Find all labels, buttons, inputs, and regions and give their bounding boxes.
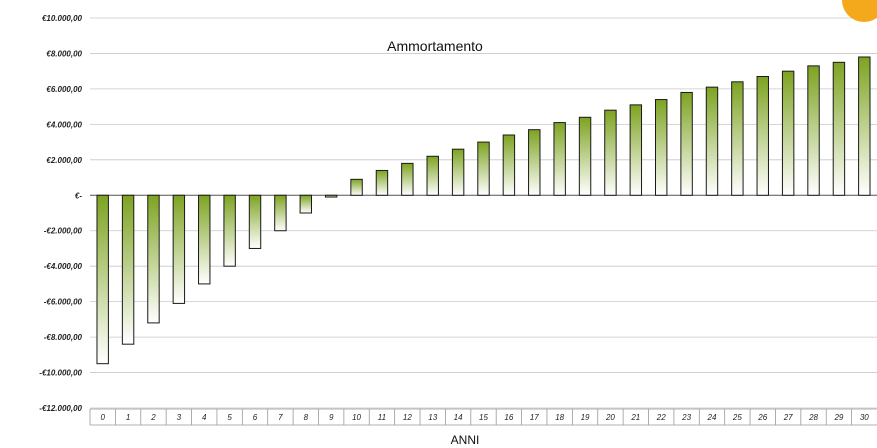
y-tick-label: €2.000,00	[46, 156, 82, 165]
y-tick-label: €-	[75, 191, 82, 200]
x-tick-label: 0	[100, 413, 105, 422]
x-tick-label: 29	[833, 413, 843, 422]
x-tick-label: 8	[304, 413, 309, 422]
bar	[604, 109, 617, 196]
bar	[172, 194, 186, 304]
bar	[198, 194, 211, 285]
x-tick-label: 20	[605, 413, 615, 422]
bar	[654, 99, 668, 196]
x-tick-label: 22	[656, 413, 666, 422]
bar	[502, 134, 516, 196]
bar	[578, 116, 592, 196]
bar	[324, 194, 338, 198]
bar	[858, 56, 871, 196]
x-tick-label: 9	[329, 413, 334, 422]
x-tick-label: 1	[126, 413, 130, 422]
bar	[781, 70, 795, 196]
bar	[731, 81, 744, 196]
x-tick-label: 17	[530, 413, 539, 422]
y-tick-label: €10.000,00	[42, 14, 83, 23]
x-axis-ticks: 0 1 2 3 4 5 6 7 8 9 10 11 12 13 14 15 16 17 18 19 20 21 22 23 24…	[89, 408, 877, 426]
bar	[629, 104, 643, 196]
x-tick-label: 10	[352, 413, 361, 422]
x-tick-label: 26	[757, 413, 767, 422]
bar	[248, 194, 262, 249]
x-tick-label: 15	[479, 413, 488, 422]
y-axis-ticks: €10.000,00 €8.000,00 €6.000,00 €4.000,00 €2.…	[39, 14, 82, 413]
y-tick-label: €4.000,00	[46, 120, 82, 129]
chart-title: Ammortamento	[387, 38, 483, 54]
bar	[553, 122, 566, 196]
x-tick-label: 4	[202, 413, 207, 422]
x-tick-label: 6	[253, 413, 258, 422]
x-tick-label: 2	[150, 413, 156, 422]
x-tick-label: 19	[581, 413, 590, 422]
x-tick-label: 28	[808, 413, 818, 422]
bar	[401, 162, 414, 196]
bar	[832, 61, 846, 196]
x-tick-label: 23	[681, 413, 691, 422]
bar	[274, 194, 287, 232]
x-tick-label: 25	[732, 413, 742, 422]
bar	[299, 194, 313, 214]
y-tick-label: -€12.000,00	[39, 404, 82, 413]
bar	[223, 194, 236, 267]
y-tick-label: -€6.000,00	[44, 298, 83, 307]
bar	[756, 76, 769, 196]
x-tick-label: 11	[378, 413, 386, 422]
corner-badge	[842, 0, 877, 22]
x-tick-label: 18	[555, 413, 564, 422]
bar	[375, 169, 389, 196]
x-axis-label: ANNI	[451, 433, 480, 447]
bar	[147, 194, 160, 324]
bar	[477, 141, 490, 196]
y-tick-label: -€10.000,00	[39, 369, 82, 378]
bar	[121, 194, 135, 345]
bar	[350, 178, 363, 196]
x-tick-label: 13	[428, 413, 437, 422]
bar	[426, 155, 439, 196]
x-tick-label: 14	[454, 413, 463, 422]
y-tick-label: -€2.000,00	[44, 227, 83, 236]
x-tick-label: 3	[177, 413, 182, 422]
bar	[680, 91, 693, 196]
x-tick-label: 30	[860, 413, 869, 422]
bars	[96, 56, 871, 365]
y-tick-label: -€8.000,00	[44, 333, 83, 342]
x-tick-label: 5	[227, 413, 232, 422]
x-tick-label: 21	[630, 413, 640, 422]
bar	[528, 129, 541, 196]
bar	[807, 65, 820, 196]
y-tick-label: €6.000,00	[46, 85, 82, 94]
bar	[451, 148, 465, 196]
bar	[705, 86, 719, 196]
bar	[96, 194, 109, 365]
y-tick-label: -€4.000,00	[44, 262, 83, 271]
x-tick-label: 12	[403, 413, 412, 422]
x-tick-label: 16	[504, 413, 513, 422]
y-tick-label: €8.000,00	[46, 49, 82, 58]
x-tick-label: 27	[783, 413, 793, 422]
x-tick-label: 7	[278, 413, 283, 422]
x-tick-label: 24	[707, 413, 717, 422]
